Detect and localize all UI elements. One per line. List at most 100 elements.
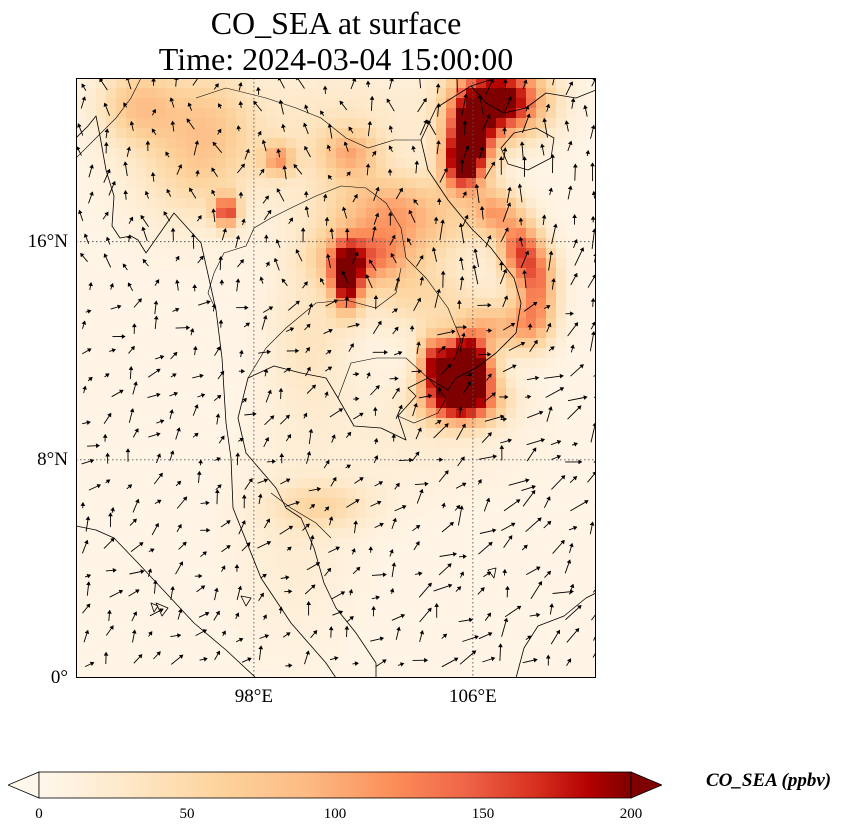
field-cell	[396, 148, 407, 159]
field-cell	[416, 288, 427, 299]
field-cell	[536, 108, 547, 119]
field-cell	[416, 258, 427, 269]
field-cell	[526, 378, 537, 389]
field-cell	[226, 208, 237, 219]
field-cell	[416, 178, 427, 189]
field-cell	[536, 198, 547, 209]
field-cell	[256, 178, 267, 189]
wind-arrow	[548, 250, 554, 271]
field-cell	[286, 508, 297, 519]
field-cell	[526, 208, 537, 219]
field-cell	[286, 78, 297, 89]
field-cell	[506, 108, 517, 119]
field-cell	[366, 248, 377, 259]
wind-arrow	[103, 102, 111, 116]
wind-arrow	[368, 546, 374, 553]
field-cell	[136, 168, 147, 179]
field-cell	[276, 78, 287, 89]
wind-arrow	[129, 518, 137, 526]
field-cell	[226, 158, 237, 169]
field-cell	[436, 118, 447, 129]
border-myanmar-thailand	[207, 185, 342, 311]
field-cell	[586, 88, 596, 99]
field-cell	[536, 368, 547, 379]
wind-arrow	[456, 423, 466, 441]
field-cell	[506, 198, 517, 209]
field-cell	[286, 378, 297, 389]
field-cell	[306, 308, 317, 319]
field-cell	[146, 228, 157, 239]
wind-arrow	[326, 253, 331, 269]
field-cell	[356, 468, 367, 479]
field-cell	[546, 328, 557, 339]
field-cell	[556, 318, 567, 329]
wind-arrow	[352, 371, 360, 377]
field-cell	[126, 138, 137, 149]
field-cell	[256, 648, 267, 659]
field-cell	[516, 468, 527, 479]
wind-arrow	[105, 568, 117, 573]
field-cell	[136, 138, 147, 149]
field-cell	[506, 448, 517, 459]
field-cell	[506, 278, 517, 289]
field-cell	[386, 98, 397, 109]
field-cell	[406, 238, 417, 249]
field-cell	[566, 108, 577, 119]
field-cell	[536, 348, 547, 359]
wind-arrow	[565, 311, 574, 317]
field-cell	[346, 298, 357, 309]
field-cell	[246, 228, 257, 239]
country-borders	[76, 78, 462, 539]
field-cell	[256, 98, 267, 109]
wind-arrow	[394, 277, 401, 291]
wind-arrow	[176, 496, 188, 509]
wind-arrow	[282, 165, 288, 180]
field-cell	[516, 438, 527, 449]
field-cell	[296, 648, 307, 659]
wind-vectors	[76, 78, 596, 668]
field-cell	[236, 608, 247, 619]
field-cell	[406, 478, 417, 489]
wind-arrow	[479, 528, 497, 534]
field-cell	[236, 248, 247, 259]
wind-arrow	[189, 187, 197, 199]
field-cell	[556, 78, 567, 89]
field-cell	[156, 178, 167, 189]
field-cell	[306, 188, 317, 199]
wind-arrow	[259, 634, 270, 639]
field-cell	[146, 208, 157, 219]
field-cell	[256, 628, 267, 639]
wind-arrow	[482, 114, 491, 131]
field-cell	[556, 328, 567, 339]
field-cell	[366, 588, 377, 599]
field-cell	[266, 538, 277, 549]
field-cell	[546, 128, 557, 139]
wind-arrow	[589, 331, 596, 352]
field-cell	[146, 178, 157, 189]
field-cell	[296, 498, 307, 509]
field-cell	[376, 278, 387, 289]
field-cell	[276, 598, 287, 609]
field-cell	[366, 438, 377, 449]
field-cell	[526, 128, 537, 139]
wind-arrow	[389, 548, 394, 557]
field-cell	[376, 418, 387, 429]
field-cell	[396, 268, 407, 279]
field-cell	[306, 458, 317, 469]
field-cell	[566, 338, 577, 349]
coastline-islands	[150, 567, 497, 617]
field-cell	[406, 88, 417, 99]
field-cell	[226, 148, 237, 159]
field-cell	[386, 508, 397, 519]
field-cell	[546, 368, 557, 379]
field-cell	[266, 658, 277, 669]
field-cell	[356, 288, 367, 299]
field-cell	[436, 438, 447, 449]
wind-arrow	[80, 501, 86, 509]
field-cell	[306, 178, 317, 189]
field-cell	[396, 218, 407, 229]
field-cell	[436, 168, 447, 179]
wind-arrow	[593, 630, 596, 641]
wind-arrow	[156, 419, 165, 424]
field-cell	[516, 338, 527, 349]
